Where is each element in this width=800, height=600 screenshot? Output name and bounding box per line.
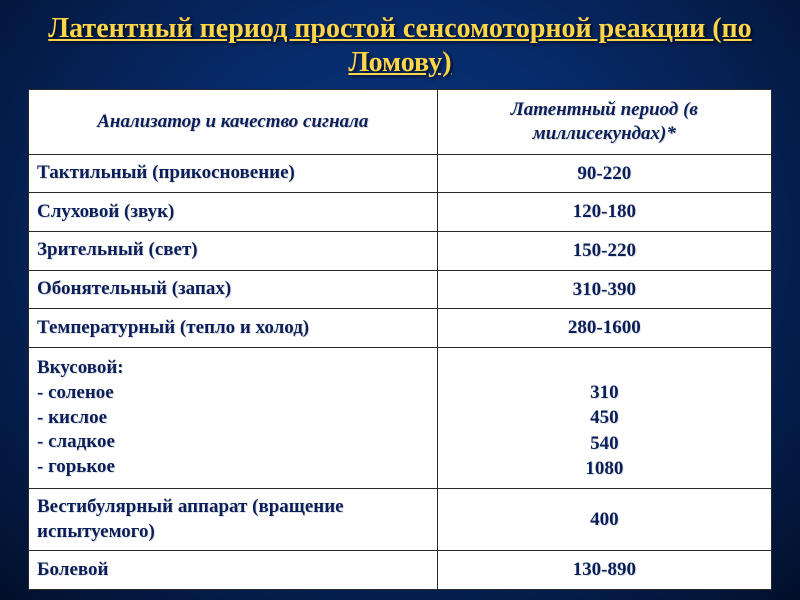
table-row: Вестибулярный аппарат (вращение испытуем… xyxy=(29,489,772,551)
table-row: Температурный (тепло и холод) 280-1600 xyxy=(29,309,772,348)
table-row: Слуховой (звук) 120-180 xyxy=(29,193,772,232)
col-header-latent: Латентный период (в миллисекундах)* xyxy=(437,90,771,155)
cell-label: Слуховой (звук) xyxy=(29,193,438,232)
data-table-container: Анализатор и качество сигнала Латентный … xyxy=(28,89,772,590)
cell-label: Вкусовой: - соленое - кислое - сладкое -… xyxy=(29,347,438,488)
cell-label: Обонятельный (запах) xyxy=(29,270,438,309)
cell-label: Зрительный (свет) xyxy=(29,231,438,270)
cell-value: 400 xyxy=(437,489,771,551)
cell-label: Тактильный (прикосновение) xyxy=(29,154,438,193)
cell-value: 150-220 xyxy=(437,231,771,270)
cell-value: 310 450 540 1080 xyxy=(437,347,771,488)
table-row: Вкусовой: - соленое - кислое - сладкое -… xyxy=(29,347,772,488)
table-row: Болевой 130-890 xyxy=(29,551,772,590)
cell-value: 130-890 xyxy=(437,551,771,590)
cell-value: 120-180 xyxy=(437,193,771,232)
slide-title: Латентный период простой сенсомоторной р… xyxy=(0,0,800,89)
table-row: Зрительный (свет) 150-220 xyxy=(29,231,772,270)
table-header-row: Анализатор и качество сигнала Латентный … xyxy=(29,90,772,155)
table-row: Обонятельный (запах) 310-390 xyxy=(29,270,772,309)
cell-value: 280-1600 xyxy=(437,309,771,348)
col-header-analyzer: Анализатор и качество сигнала xyxy=(29,90,438,155)
cell-label: Вестибулярный аппарат (вращение испытуем… xyxy=(29,489,438,551)
cell-label: Температурный (тепло и холод) xyxy=(29,309,438,348)
table-row: Тактильный (прикосновение) 90-220 xyxy=(29,154,772,193)
latent-period-table: Анализатор и качество сигнала Латентный … xyxy=(28,89,772,590)
cell-value: 310-390 xyxy=(437,270,771,309)
cell-value: 90-220 xyxy=(437,154,771,193)
cell-label: Болевой xyxy=(29,551,438,590)
